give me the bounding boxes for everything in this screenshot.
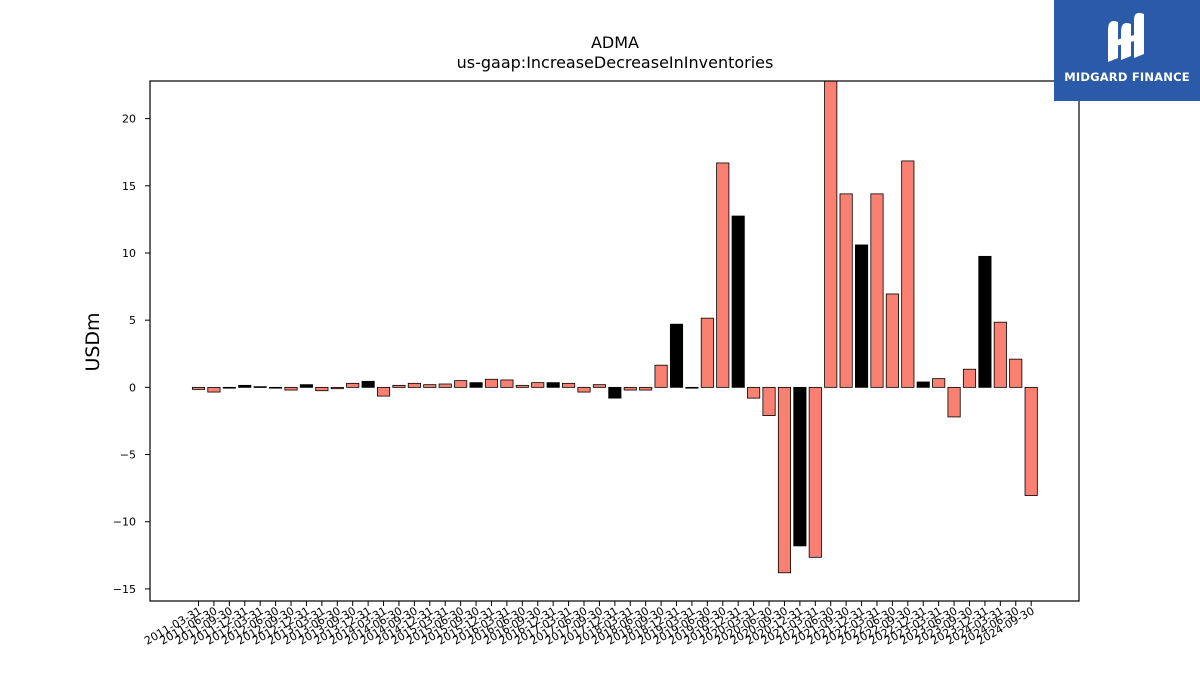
bar-2018-12-31 bbox=[669, 323, 684, 388]
bar-2015-09-30 bbox=[469, 382, 483, 388]
y-tick-label: 5 bbox=[129, 314, 136, 327]
plot-frame bbox=[149, 80, 1080, 602]
y-tick-label: −10 bbox=[113, 516, 136, 529]
bar-2024-03-31 bbox=[993, 321, 1007, 388]
y-tick-label: 10 bbox=[122, 247, 136, 260]
bar-2024-09-30 bbox=[1024, 386, 1038, 496]
bar-2014-06-30 bbox=[392, 384, 406, 388]
bar-2012-06-30 bbox=[269, 386, 283, 389]
bar-2019-09-30 bbox=[716, 162, 730, 388]
bar-2011-12-31 bbox=[238, 384, 252, 388]
bar-2022-06-30 bbox=[885, 293, 899, 388]
bar-2013-09-30 bbox=[346, 382, 360, 388]
bar-2012-12-31 bbox=[299, 384, 313, 388]
bar-2012-03-31 bbox=[253, 386, 267, 388]
bar-2020-12-31 bbox=[793, 386, 807, 547]
bar-2017-09-30 bbox=[592, 384, 606, 388]
bar-2018-03-31 bbox=[623, 386, 637, 391]
bar-2022-03-31 bbox=[870, 193, 884, 388]
bar-2019-06-30 bbox=[700, 317, 714, 388]
bar-2023-03-31 bbox=[932, 378, 946, 388]
y-tick-label: −5 bbox=[120, 449, 136, 462]
bars-group bbox=[191, 80, 1038, 574]
bar-2023-12-31 bbox=[978, 255, 992, 388]
midgard-finance-logo: MIDGARD FINANCE bbox=[1054, 0, 1200, 101]
bar-2011-03-31 bbox=[191, 386, 206, 390]
bar-2019-03-31 bbox=[685, 386, 699, 389]
bar-2014-03-31 bbox=[376, 386, 391, 397]
bar-2011-09-30 bbox=[222, 386, 236, 389]
bar-2021-06-30 bbox=[824, 80, 838, 388]
bar-2017-12-31 bbox=[608, 386, 622, 399]
bar-2020-06-30 bbox=[762, 386, 776, 416]
midgard-logo-icon bbox=[1108, 12, 1144, 62]
bar-2013-06-30 bbox=[330, 386, 344, 390]
bar-2014-09-30 bbox=[407, 382, 421, 388]
bar-2017-06-30 bbox=[577, 386, 591, 393]
bar-2024-06-30 bbox=[1009, 358, 1023, 388]
bar-2012-09-30 bbox=[284, 386, 298, 391]
bar-2017-03-31 bbox=[562, 382, 576, 388]
bar-2022-12-31 bbox=[916, 381, 930, 388]
chart-title: ADMA bbox=[591, 33, 639, 52]
bar-2016-09-30 bbox=[531, 382, 545, 388]
bar-2023-09-30 bbox=[962, 368, 977, 388]
bar-2016-12-31 bbox=[546, 382, 560, 388]
bar-2020-03-31 bbox=[747, 386, 761, 399]
bar-2011-06-30 bbox=[207, 386, 221, 393]
bar-2015-06-30 bbox=[454, 380, 468, 388]
bar-2021-12-31 bbox=[855, 244, 869, 388]
logo-text: MIDGARD FINANCE bbox=[1064, 70, 1190, 84]
bar-2014-12-31 bbox=[423, 384, 437, 388]
bar-2023-06-30 bbox=[947, 386, 961, 418]
bar-2013-03-31 bbox=[315, 386, 329, 392]
bar-2022-09-30 bbox=[901, 160, 915, 388]
x-axis: 2011-03-312011-06-302011-09-302011-12-31… bbox=[142, 601, 1037, 648]
bar-2021-03-31 bbox=[808, 386, 822, 558]
bar-2015-03-31 bbox=[438, 383, 452, 388]
y-tick-label: 15 bbox=[122, 180, 136, 193]
chart-subtitle: us-gaap:IncreaseDecreaseInInventories bbox=[457, 53, 774, 72]
bar-2018-09-30 bbox=[654, 364, 668, 388]
y-tick-label: 20 bbox=[122, 113, 136, 126]
y-axis-label: USDm bbox=[82, 312, 104, 371]
bar-2020-09-30 bbox=[777, 386, 792, 574]
y-tick-label: 0 bbox=[129, 381, 136, 394]
bar-2019-12-31 bbox=[731, 215, 745, 388]
bar-2013-12-31 bbox=[361, 380, 375, 388]
bar-2016-03-31 bbox=[500, 379, 514, 388]
bar-2015-12-31 bbox=[484, 378, 499, 388]
bar-2018-06-30 bbox=[639, 386, 653, 391]
y-axis: −15 −10 −5 0 5 10 15 20 bbox=[113, 113, 150, 596]
bar-2021-09-30 bbox=[839, 193, 853, 388]
bar-2016-06-30 bbox=[515, 384, 529, 388]
y-tick-label: −15 bbox=[113, 583, 136, 596]
